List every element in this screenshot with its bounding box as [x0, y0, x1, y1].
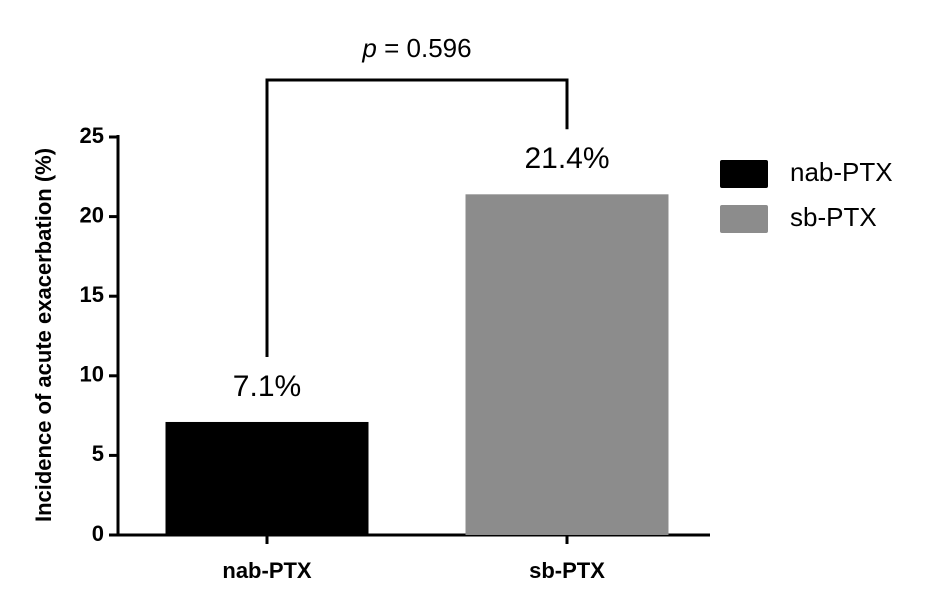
legend-label: sb-PTX	[790, 202, 877, 232]
value-label: 7.1%	[233, 370, 301, 403]
y-tick-label: 0	[92, 521, 104, 546]
x-tick-label: nab-PTX	[222, 558, 312, 583]
x-tick-label: sb-PTX	[529, 558, 605, 583]
y-tick-label: 25	[80, 123, 104, 148]
value-label: 21.4%	[524, 142, 609, 175]
bar	[165, 421, 369, 535]
legend-label: nab-PTX	[790, 157, 893, 187]
legend-swatch	[720, 205, 768, 233]
y-tick-label: 20	[80, 202, 104, 227]
p-symbol: p	[361, 33, 376, 63]
significance-bracket	[265, 78, 569, 357]
y-tick-label: 5	[92, 441, 104, 466]
p-text: = 0.596	[384, 33, 471, 63]
y-tick-label: 15	[80, 282, 104, 307]
bar	[465, 194, 669, 535]
y-tick-label: 10	[80, 362, 104, 387]
y-axis-title: Incidence of acute exacerbation (%)	[31, 148, 56, 522]
legend-swatch	[720, 160, 768, 188]
p-value-annotation: p = 0.596	[361, 33, 471, 63]
